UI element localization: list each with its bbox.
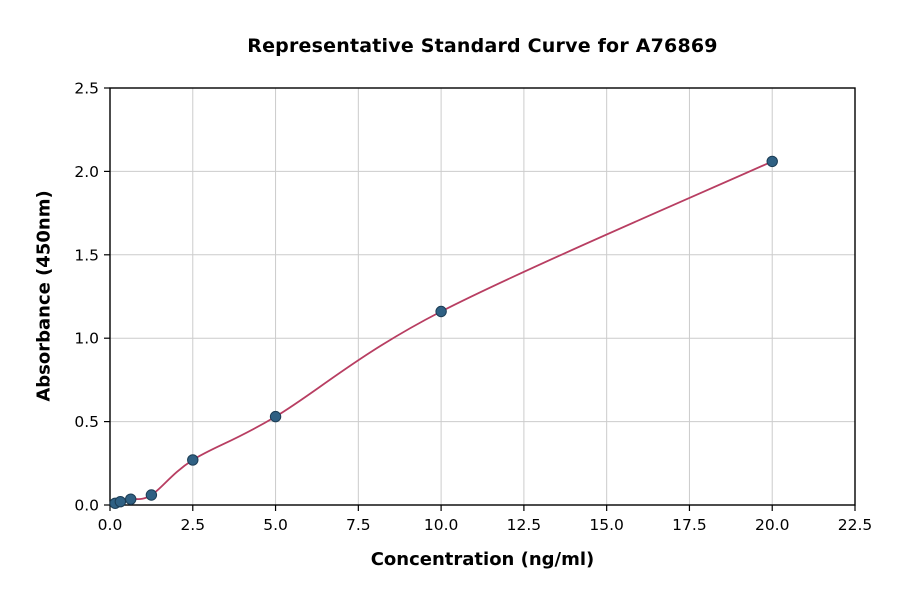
y-tick-label: 1.5 bbox=[74, 246, 99, 264]
data-point bbox=[766, 155, 778, 168]
y-tick-label: 0.5 bbox=[74, 413, 99, 431]
data-point bbox=[435, 305, 447, 318]
data-point bbox=[187, 454, 199, 466]
x-tick-label: 7.5 bbox=[346, 516, 371, 534]
y-tick-label: 2.5 bbox=[74, 80, 99, 98]
plot-border bbox=[109, 87, 856, 506]
x-tick-label: 17.5 bbox=[672, 516, 707, 534]
x-tick-label: 10.0 bbox=[424, 516, 459, 534]
y-tick-label: 2.0 bbox=[74, 163, 99, 181]
x-tick-label: 15.0 bbox=[589, 516, 624, 534]
data-point bbox=[114, 495, 127, 508]
x-tick-label: 20.0 bbox=[755, 516, 790, 534]
fit-curve bbox=[114, 160, 773, 505]
x-axis-label: Concentration (ng/ml) bbox=[370, 549, 595, 570]
x-tick-label: 2.5 bbox=[180, 516, 205, 534]
y-tick-label: 1.0 bbox=[74, 330, 99, 348]
y-tick-label: 0.0 bbox=[74, 497, 99, 515]
x-tick-label: 5.0 bbox=[263, 516, 288, 534]
chart-title: Representative Standard Curve for A76869 bbox=[247, 35, 718, 57]
data-point bbox=[269, 410, 282, 423]
x-tick-label: 22.5 bbox=[838, 516, 873, 534]
data-point bbox=[145, 489, 158, 501]
data-point bbox=[124, 493, 137, 505]
x-tick-label: 12.5 bbox=[507, 516, 542, 534]
x-tick-label: 0.0 bbox=[98, 516, 123, 534]
